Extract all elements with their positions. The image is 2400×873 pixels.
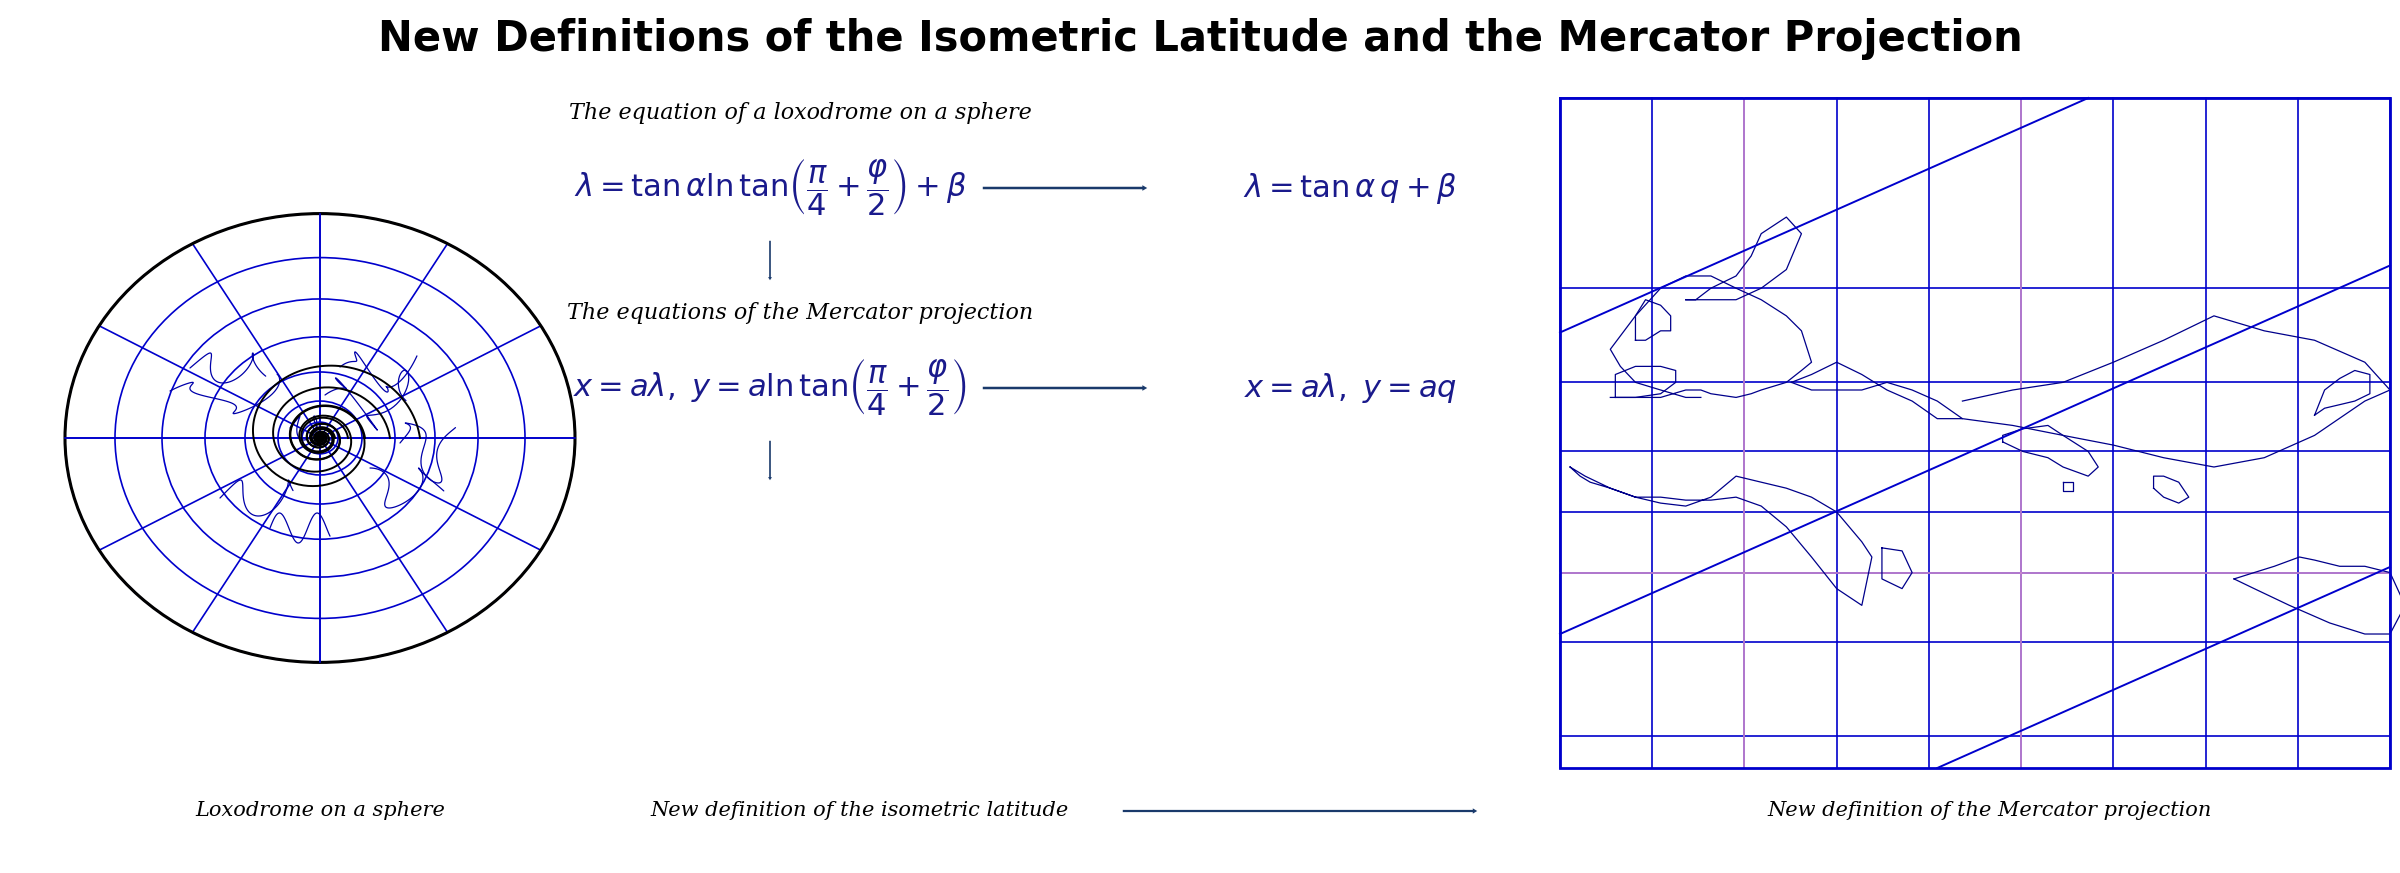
Bar [1560, 98, 2390, 768]
Text: $x = a\lambda,\ y = aq$: $x = a\lambda,\ y = aq$ [1243, 371, 1457, 405]
Text: The equations of the Mercator projection: The equations of the Mercator projection [566, 302, 1032, 324]
Text: New definition of the isometric latitude: New definition of the isometric latitude [650, 801, 1068, 821]
Text: Loxodrome on a sphere: Loxodrome on a sphere [194, 801, 444, 821]
Text: New Definitions of the Isometric Latitude and the Mercator Projection: New Definitions of the Isometric Latitud… [377, 18, 2023, 60]
Text: $x = a\lambda,\ y = a\ln\tan\!\left(\dfrac{\pi}{4}+\dfrac{\varphi}{2}\right)$: $x = a\lambda,\ y = a\ln\tan\!\left(\dfr… [574, 358, 967, 418]
Text: The equation of a loxodrome on a sphere: The equation of a loxodrome on a sphere [569, 102, 1032, 124]
Text: New definition of the Mercator projection: New definition of the Mercator projectio… [1769, 801, 2213, 821]
Text: $\lambda = \tan\alpha\, q + \beta$: $\lambda = \tan\alpha\, q + \beta$ [1243, 170, 1457, 205]
Text: $\lambda = \tan\alpha\ln\tan\!\left(\dfrac{\pi}{4}+\dfrac{\varphi}{2}\right)+\be: $\lambda = \tan\alpha\ln\tan\!\left(\dfr… [574, 158, 967, 218]
Ellipse shape [65, 214, 576, 663]
Bar [1560, 98, 2390, 768]
